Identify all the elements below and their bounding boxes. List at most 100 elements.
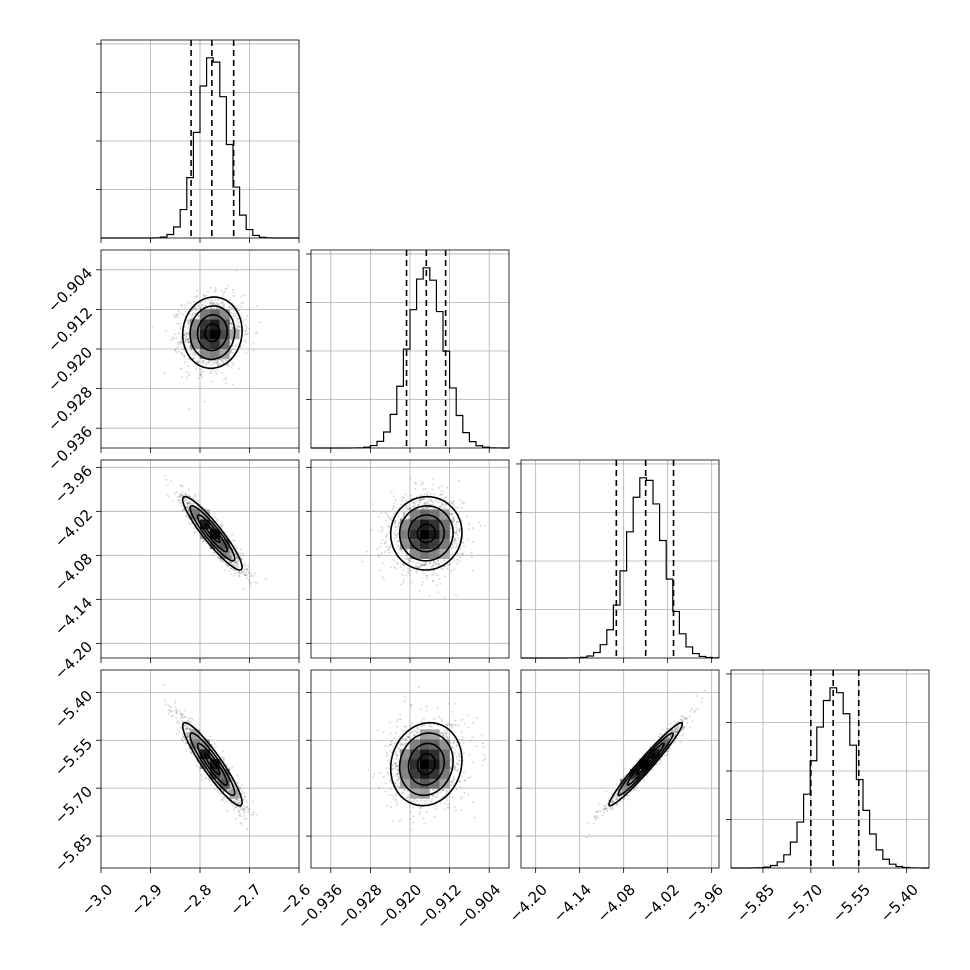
sample-point: [229, 350, 232, 353]
sample-point: [197, 377, 200, 380]
density-cell: [439, 549, 450, 559]
sample-point: [231, 361, 234, 364]
sample-point: [233, 291, 235, 294]
sample-point: [462, 541, 465, 544]
sample-point: [221, 359, 224, 362]
sample-point: [172, 710, 175, 713]
sample-point: [459, 560, 461, 563]
sample-point: [442, 559, 445, 562]
sample-point: [239, 815, 242, 818]
sample-point: [244, 339, 247, 342]
sample-point: [232, 345, 234, 348]
sample-point: [231, 327, 234, 329]
sample-point: [227, 363, 230, 366]
sample-point: [189, 523, 192, 526]
sample-point: [209, 371, 212, 373]
sample-point: [202, 370, 205, 373]
sample-point: [450, 569, 453, 572]
sample-point: [180, 351, 183, 354]
sample-point: [179, 341, 182, 344]
sample-point: [178, 501, 181, 504]
sample-point: [209, 302, 212, 305]
sample-point: [181, 313, 184, 316]
sample-point: [197, 499, 200, 502]
sample-point: [237, 343, 240, 346]
sample-point: [243, 792, 246, 794]
panel-2-2: [516, 459, 720, 663]
sample-point: [187, 338, 190, 341]
sample-point: [412, 505, 415, 508]
sample-point: [461, 552, 464, 555]
sample-point: [192, 502, 195, 505]
y-tick-label-2: −4.20: [51, 638, 96, 683]
sample-point: [243, 294, 246, 297]
sample-point: [237, 572, 240, 575]
sample-point: [171, 499, 174, 502]
sample-point: [201, 376, 204, 379]
sample-point: [182, 348, 185, 351]
sample-point: [449, 535, 452, 538]
sample-point: [239, 548, 242, 551]
sample-point: [437, 591, 440, 594]
sample-point: [185, 748, 188, 751]
sample-point: [199, 306, 202, 309]
sample-point: [208, 780, 211, 783]
sample-point: [400, 550, 403, 553]
sample-point: [455, 526, 458, 529]
sample-point: [365, 550, 368, 553]
density-cell: [219, 329, 230, 340]
sample-point: [184, 326, 187, 329]
sample-point: [193, 531, 196, 534]
sample-point: [205, 362, 208, 365]
sample-point: [229, 567, 232, 570]
sample-point: [218, 307, 221, 310]
sample-point: [177, 343, 180, 346]
sample-point: [190, 316, 193, 319]
sample-point: [240, 302, 243, 305]
sample-point: [185, 338, 188, 341]
sample-point: [225, 287, 228, 290]
sample-point: [216, 363, 219, 366]
sample-point: [244, 333, 247, 336]
sample-point: [229, 322, 232, 324]
sample-point: [198, 769, 201, 772]
sample-point: [224, 569, 227, 572]
sample-point: [186, 301, 189, 304]
sample-point: [184, 333, 187, 336]
sample-point: [184, 340, 187, 343]
sample-point: [405, 574, 408, 577]
sample-point: [200, 371, 203, 374]
sample-point: [224, 800, 227, 803]
sample-point: [424, 502, 427, 505]
sample-point: [241, 557, 244, 560]
sample-point: [166, 483, 169, 486]
sample-point: [190, 349, 193, 352]
sample-point: [382, 578, 385, 581]
sample-point: [232, 318, 235, 320]
sample-point: [230, 349, 233, 352]
sample-point: [236, 322, 239, 324]
sample-point: [236, 324, 239, 327]
sample-point: [244, 564, 247, 567]
sample-point: [410, 581, 413, 584]
sample-point: [381, 528, 384, 531]
sample-point: [201, 303, 204, 306]
sample-point: [178, 499, 181, 502]
sample-point: [211, 303, 214, 305]
sample-point: [240, 295, 243, 298]
sample-point: [235, 319, 238, 322]
sample-point: [234, 544, 237, 547]
sample-point: [254, 572, 256, 575]
sample-point: [421, 481, 423, 484]
sample-point: [238, 320, 241, 323]
sample-point: [216, 360, 219, 362]
sample-point: [227, 364, 230, 367]
sample-point: [443, 575, 446, 578]
sample-point: [252, 342, 255, 345]
sample-point: [378, 556, 381, 558]
sample-point: [228, 570, 231, 573]
sample-point: [199, 369, 202, 372]
sample-point: [393, 559, 395, 562]
sample-point: [231, 306, 233, 309]
sample-point: [183, 333, 186, 336]
